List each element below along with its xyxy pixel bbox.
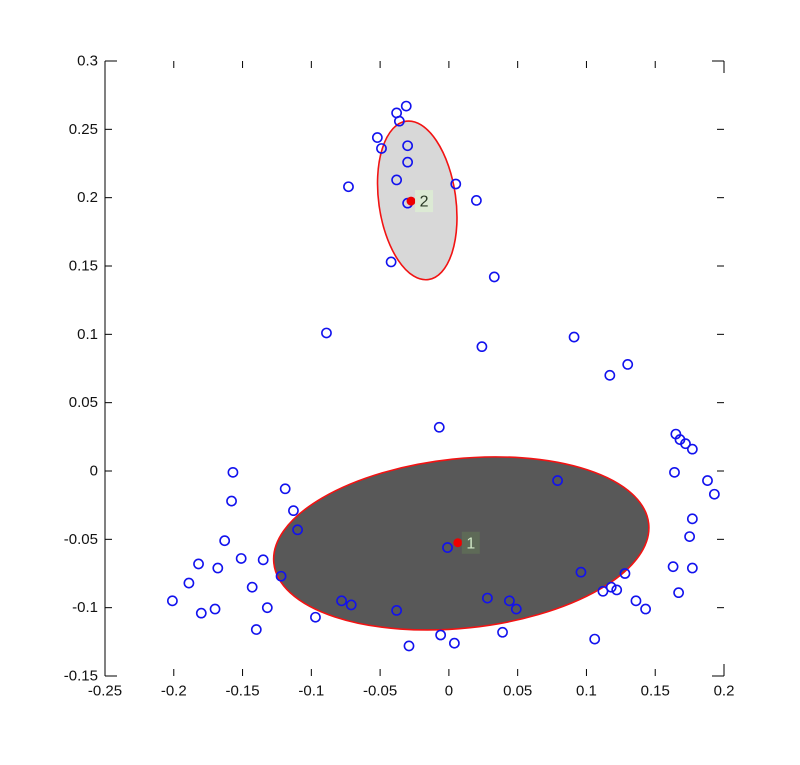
data-point	[640, 603, 651, 615]
data-point	[400, 100, 412, 112]
data-point	[442, 542, 453, 553]
data-point	[680, 438, 691, 450]
data-point	[611, 584, 623, 596]
data-point	[167, 595, 178, 607]
data-point	[257, 554, 269, 566]
data-point	[261, 602, 273, 614]
data-point	[448, 637, 460, 649]
data-point	[470, 194, 482, 206]
data-point	[227, 466, 239, 478]
data-point	[435, 629, 447, 641]
x-tick-label: 0.15	[641, 682, 670, 699]
cluster-label-box	[461, 531, 480, 554]
data-point	[604, 369, 616, 381]
data-point	[605, 581, 617, 593]
data-point	[575, 566, 587, 578]
y-tick-label: 0.05	[69, 394, 98, 411]
data-point	[402, 140, 414, 152]
data-point	[212, 562, 224, 574]
y-tick-label: 0	[90, 463, 98, 480]
data-point	[219, 535, 231, 547]
data-point	[708, 488, 720, 500]
y-tick-label: -0.15	[64, 668, 98, 685]
y-tick-label: 0.15	[69, 258, 98, 275]
data-point	[630, 595, 642, 607]
data-point	[622, 358, 634, 370]
x-tick-label: -0.25	[88, 682, 122, 699]
data-point	[476, 341, 488, 353]
data-point	[504, 595, 515, 607]
data-point	[669, 466, 680, 478]
y-tick-label: 0.1	[77, 326, 98, 343]
data-point	[343, 181, 354, 193]
data-point	[195, 607, 207, 619]
data-point	[391, 605, 403, 616]
x-tick-label: 0.2	[714, 682, 735, 699]
data-point	[275, 570, 287, 582]
data-point	[226, 495, 237, 507]
data-point	[288, 505, 299, 517]
data-point	[403, 640, 415, 652]
y-tick-label: 0.2	[77, 189, 98, 206]
cluster-label: 2	[420, 194, 429, 211]
data-point	[433, 421, 445, 433]
data-point	[702, 475, 713, 486]
y-tick-label: -0.1	[72, 599, 98, 616]
x-tick-label: -0.2	[161, 682, 187, 699]
data-point	[393, 115, 405, 127]
data-point	[482, 592, 493, 604]
y-tick-label: -0.05	[64, 531, 98, 548]
centroid-marker	[406, 196, 416, 206]
data-point	[250, 624, 262, 635]
data-point	[552, 475, 563, 486]
data-point	[391, 174, 403, 186]
data-point	[450, 178, 462, 190]
data-point	[597, 585, 609, 597]
data-point	[686, 562, 698, 574]
data-point	[235, 553, 247, 564]
x-tick-label: -0.15	[225, 682, 259, 699]
data-point	[385, 256, 397, 268]
x-tick-label: -0.1	[298, 682, 324, 699]
x-tick-label: 0.1	[576, 682, 597, 699]
data-point	[209, 603, 221, 615]
y-tick-label: 0.3	[77, 53, 98, 70]
data-point	[673, 587, 685, 599]
data-point	[310, 611, 321, 623]
x-tick-label: -0.05	[363, 682, 397, 699]
data-point	[376, 143, 387, 154]
data-point	[488, 271, 500, 283]
data-point	[568, 331, 580, 343]
data-point	[510, 603, 522, 615]
data-point	[336, 595, 347, 607]
data-point	[246, 581, 258, 593]
data-point	[193, 558, 204, 570]
x-tick-label: 0	[445, 682, 453, 699]
data-point	[686, 513, 698, 525]
x-tick-label: 0.05	[503, 682, 532, 699]
data-point	[371, 132, 383, 143]
centroid-marker	[453, 538, 463, 548]
data-point	[619, 568, 631, 579]
data-point	[345, 599, 357, 611]
data-point	[402, 156, 414, 168]
cluster-label-box	[415, 190, 434, 213]
data-point	[667, 561, 679, 573]
data-point	[279, 483, 291, 495]
data-point	[497, 626, 508, 638]
data-point	[292, 524, 303, 536]
y-tick-label: 0.25	[69, 121, 98, 138]
data-point	[183, 577, 195, 589]
cluster-label: 1	[466, 535, 475, 552]
data-point	[686, 443, 698, 455]
data-point	[684, 531, 696, 542]
data-point	[589, 633, 601, 645]
data-point	[321, 327, 332, 339]
